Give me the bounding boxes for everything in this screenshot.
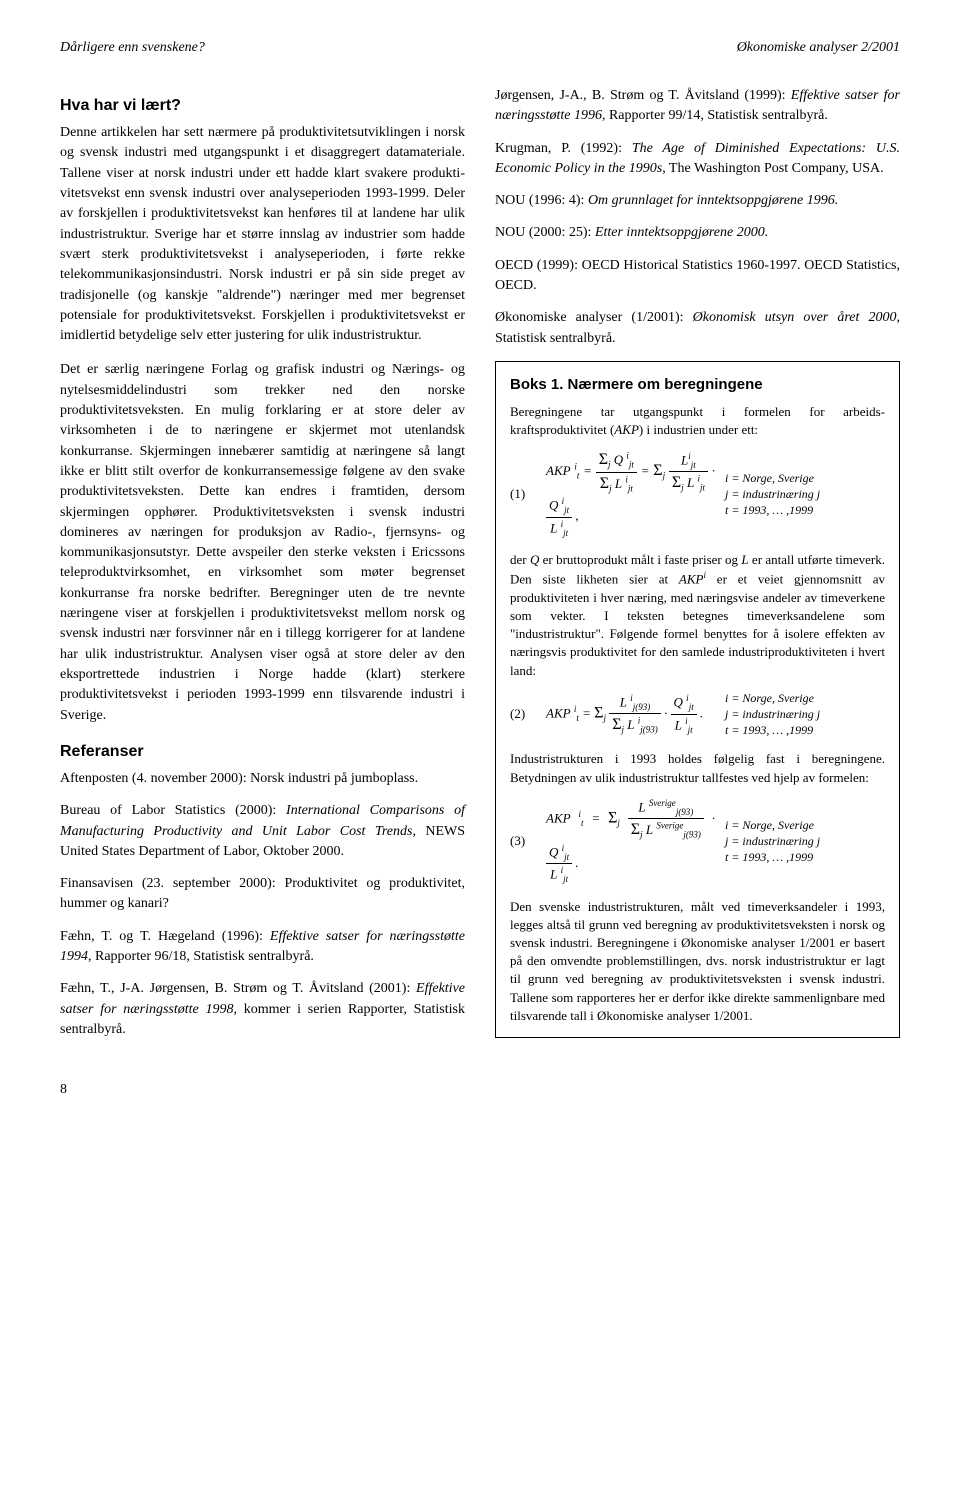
ref-title: Etter inntektsoppgjørene 2000.	[595, 225, 768, 240]
ref-text: Økonomiske analyser (1/2001):	[495, 310, 693, 325]
cond-line: t = 1993, … ,1999	[725, 850, 813, 864]
ref-text: Bureau of Labor Statistics (2000):	[60, 803, 286, 818]
cond-line: i = Norge, Sverige	[725, 471, 814, 485]
ref-text: NOU (2000: 25):	[495, 225, 595, 240]
right-column: Jørgensen, J-A., B. Strøm og T. Åvitslan…	[495, 86, 900, 1052]
cond-line: j = industrinæring j	[725, 487, 820, 501]
formula-number: (1)	[510, 485, 536, 503]
ref-text: , The Washing­ton Post Company, USA.	[662, 161, 883, 176]
cond-line: i = Norge, Sverige	[725, 818, 814, 832]
reference-item: Fæhn, T., J-A. Jørgensen, B. Strøm og T.…	[60, 979, 465, 1040]
formula-number: (3)	[510, 832, 536, 850]
box-term: L	[741, 552, 748, 567]
ref-text: , Rapporter 99/14, Statistisk sentralbyr…	[602, 108, 828, 123]
box-paragraph: der Q er bruttoprodukt målt i faste pris…	[510, 551, 885, 680]
page-container: Dårligere enn svenskene? Økonomiske anal…	[0, 0, 960, 1138]
left-column: Hva har vi lært? Denne artikkelen har se…	[60, 86, 465, 1052]
formula-conditions: i = Norge, Sverige j = industrinæring j …	[725, 817, 885, 866]
formula-2: (2) AKP it = Σj L ij(93)Σj L ij(93) · Q …	[510, 690, 885, 739]
body-paragraph: Det er særlig næringene Forlag og grafis…	[60, 360, 465, 725]
running-header: Dårligere enn svenskene? Økonomiske anal…	[60, 40, 900, 56]
cond-line: j = industrinæring j	[725, 834, 820, 848]
formula-3: (3) AKP it = Σj L Sverigej(93)Σj L Sveri…	[510, 797, 885, 886]
ref-text: , Rapporter 96/18, Statistisk sen­tralby…	[88, 949, 314, 964]
box-term: Q	[530, 552, 539, 567]
reference-item: Jørgensen, J-A., B. Strøm og T. Åvitslan…	[495, 86, 900, 127]
body-paragraph: Denne artikkelen har sett nærmere på pro…	[60, 123, 465, 346]
reference-item: Finansavisen (23. september 2000): Produ…	[60, 874, 465, 915]
two-column-layout: Hva har vi lært? Denne artikkelen har se…	[60, 86, 900, 1052]
box-text: der	[510, 552, 530, 567]
formula-expression: AKP it = Σj L ij(93)Σj L ij(93) · Q ijtL…	[546, 692, 715, 737]
ref-text: Krugman, P. (1992):	[495, 141, 632, 156]
ref-text: Jørgensen, J-A., B. Strøm og T. Åvitslan…	[495, 88, 791, 103]
section-heading-referanser: Referanser	[60, 740, 465, 763]
reference-item: OECD (1999): OECD Historical Statistics …	[495, 256, 900, 297]
box-term: AKP	[614, 422, 639, 437]
ref-text: NOU (1996: 4):	[495, 193, 588, 208]
section-heading-hva: Hva har vi lært?	[60, 94, 465, 117]
reference-item: Aftenposten (4. november 2000): Norsk in…	[60, 769, 465, 789]
formula-expression: AKP it = Σj Q ijtΣj L ijt = Σj LijtΣj L …	[546, 449, 715, 539]
cond-line: t = 1993, … ,1999	[725, 723, 813, 737]
reference-item: Fæhn, T. og T. Hægeland (1996): Effektiv…	[60, 927, 465, 968]
cond-line: j = industrinæring j	[725, 707, 820, 721]
reference-item: Krugman, P. (1992): The Age of Diminishe…	[495, 139, 900, 180]
reference-item: NOU (1996: 4): Om grunnlaget for inntekt…	[495, 191, 900, 211]
header-left: Dårligere enn svenskene?	[60, 40, 205, 56]
page-number: 8	[60, 1082, 900, 1098]
box-paragraph: Beregningene tar utgangspunkt i formelen…	[510, 403, 885, 439]
formula-conditions: i = Norge, Sverige j = industrinæring j …	[725, 470, 885, 519]
formula-conditions: i = Norge, Sverige j = industrinæring j …	[725, 690, 885, 739]
box-heading: Boks 1. Nærmere om beregningene	[510, 374, 885, 395]
ref-text: Fæhn, T. og T. Hægeland (1996):	[60, 929, 270, 944]
ref-title: Om grunnlaget for inntektsoppgjørene 199…	[588, 193, 838, 208]
box-term: AKP	[679, 572, 704, 587]
box-paragraph: Industristrukturen i 1993 holdes følgeli…	[510, 750, 885, 786]
header-right: Økonomiske analyser 2/2001	[737, 40, 900, 56]
box-text: er et veiet gjennomsnitt av produktivite…	[510, 572, 885, 678]
formula-1: (1) AKP it = Σj Q ijtΣj L ijt = Σj LijtΣ…	[510, 449, 885, 539]
box-text: er bruttoprodukt målt i faste priser og	[539, 552, 741, 567]
formula-expression: AKP it = Σj L Sverigej(93)Σj L Sverigej(…	[546, 797, 715, 886]
formula-number: (2)	[510, 705, 536, 723]
ref-text: Fæhn, T., J-A. Jørgensen, B. Strøm og T.…	[60, 981, 416, 996]
ref-title: Økonomisk utsyn over året 2000	[693, 310, 897, 325]
box-paragraph: Den svenske industristrukturen, målt ved…	[510, 898, 885, 1025]
cond-line: t = 1993, … ,1999	[725, 503, 813, 517]
cond-line: i = Norge, Sverige	[725, 691, 814, 705]
info-box: Boks 1. Nærmere om beregningene Beregnin…	[495, 361, 900, 1038]
reference-item: NOU (2000: 25): Etter inntektsoppgjørene…	[495, 223, 900, 243]
reference-item: Økonomiske analyser (1/2001): Økonomisk …	[495, 308, 900, 349]
reference-item: Bureau of Labor Statistics (2000): Inter…	[60, 801, 465, 862]
box-text: ) i industrien under ett:	[639, 422, 758, 437]
